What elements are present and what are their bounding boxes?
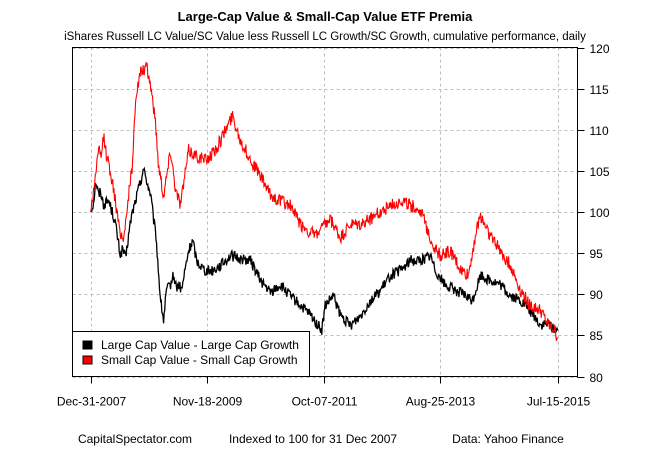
- y-tick-label: 80: [590, 371, 604, 385]
- y-tick-label: 90: [590, 288, 604, 302]
- y-tick-label: 100: [590, 206, 610, 220]
- series-line-large-cap: [90, 166, 559, 335]
- x-tick-label: Aug-25-2013: [406, 395, 476, 409]
- x-tick-label: Dec-31-2007: [57, 395, 127, 409]
- x-tick-label: Nov-18-2009: [173, 395, 243, 409]
- chart-title: Large-Cap Value & Small-Cap Value ETF Pr…: [178, 9, 474, 24]
- y-tick-label: 120: [590, 42, 610, 56]
- x-tick-label: Jul-15-2015: [527, 395, 591, 409]
- y-tick-label: 95: [590, 247, 604, 261]
- footer-data-source: Data: Yahoo Finance: [452, 432, 564, 446]
- y-tick-label: 105: [590, 165, 610, 179]
- footer-source-site: CapitalSpectator.com: [78, 432, 192, 446]
- legend-box: [72, 331, 310, 377]
- x-tick-label: Oct-07-2011: [292, 395, 358, 409]
- y-tick-label: 110: [590, 124, 609, 138]
- y-tick-label: 115: [590, 83, 609, 97]
- legend-label-large-cap: Large Cap Value - Large Cap Growth: [101, 338, 299, 352]
- y-axis: 80 85 90 95 100 105 110 115 120: [577, 42, 610, 385]
- chart-subtitle: iShares Russell LC Value/SC Value less R…: [64, 31, 586, 43]
- y-tick-label: 85: [590, 329, 604, 343]
- legend-swatch-small-cap: [82, 355, 93, 365]
- legend: Large Cap Value - Large Cap Growth Small…: [72, 331, 310, 377]
- legend-swatch-large-cap: [82, 340, 93, 350]
- footer-index-note: Indexed to 100 for 31 Dec 2007: [229, 432, 397, 446]
- series-line-small-cap: [90, 61, 559, 341]
- grid: [72, 47, 578, 378]
- legend-label-small-cap: Small Cap Value - Small Cap Growth: [101, 353, 298, 367]
- x-axis: Dec-31-2007 Nov-18-2009 Oct-07-2011 Aug-25-…: [57, 376, 591, 409]
- series-layer: [90, 61, 559, 341]
